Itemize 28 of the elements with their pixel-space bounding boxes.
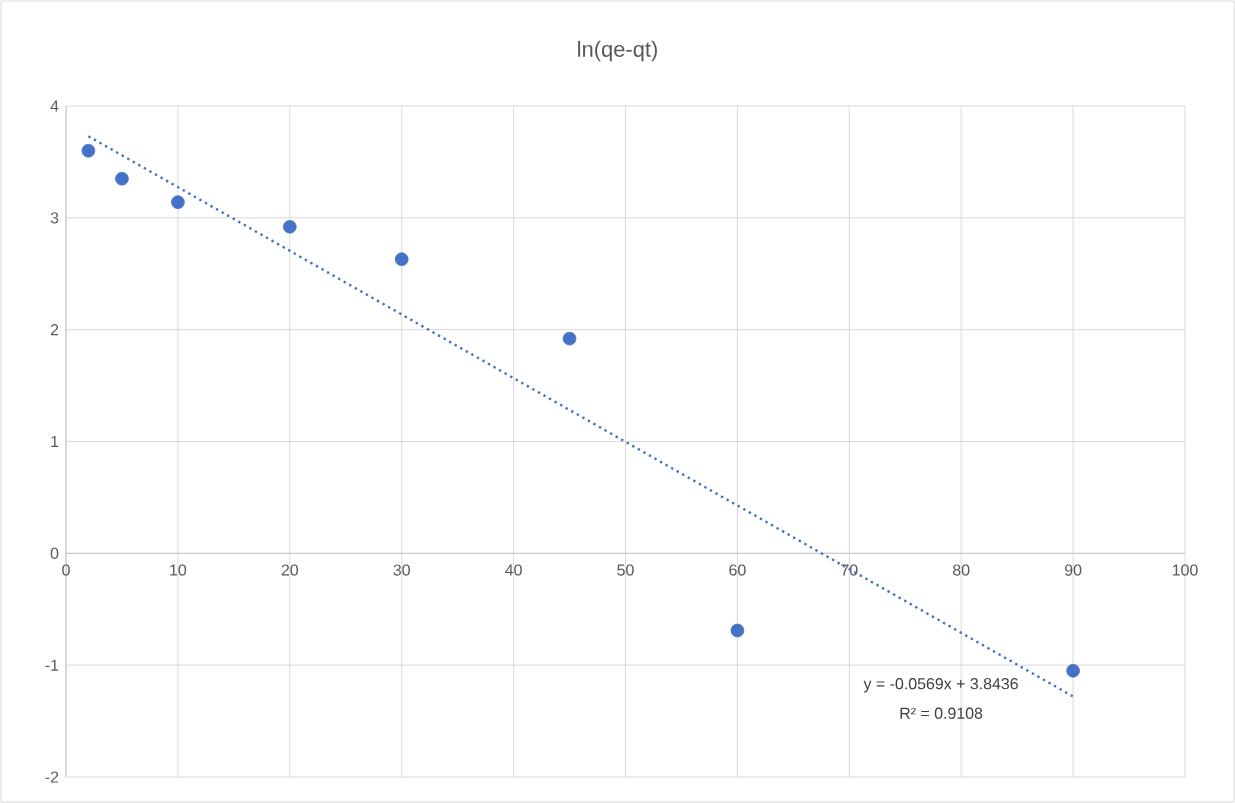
annotation: y = -0.0569x + 3.8436 <box>863 678 1018 693</box>
y-tick-label: 2 <box>50 324 59 336</box>
x-tick-label: 20 <box>281 564 299 576</box>
annotation: R² = 0.9108 <box>900 707 983 719</box>
x-tick-label: 100 <box>1172 564 1198 576</box>
y-tick-label: 1 <box>51 436 59 447</box>
x-tick-label: 0 <box>62 564 70 576</box>
point <box>171 195 185 209</box>
x-tick-label: 60 <box>729 564 746 576</box>
point <box>562 331 577 346</box>
x-tick-label: 40 <box>505 564 522 576</box>
point <box>115 171 129 186</box>
point <box>81 143 96 158</box>
point <box>1066 663 1080 678</box>
chart-title: ln(qe-qt) <box>578 40 657 62</box>
point <box>730 623 745 638</box>
y-tick-label: 0 <box>50 547 59 559</box>
point <box>283 219 297 234</box>
x-tick-label: 10 <box>170 564 187 576</box>
y-tick-label: -2 <box>45 771 59 783</box>
x-tick-label: 90 <box>1065 564 1082 576</box>
y-tick-label: 4 <box>50 100 59 112</box>
x-tick-label: 80 <box>953 564 970 576</box>
y-tick-label: 3 <box>50 212 59 224</box>
x-tick-label: 30 <box>393 564 410 576</box>
point <box>394 252 409 267</box>
x-tick-label: 50 <box>617 564 634 576</box>
y-tick-label: -1 <box>45 659 59 671</box>
